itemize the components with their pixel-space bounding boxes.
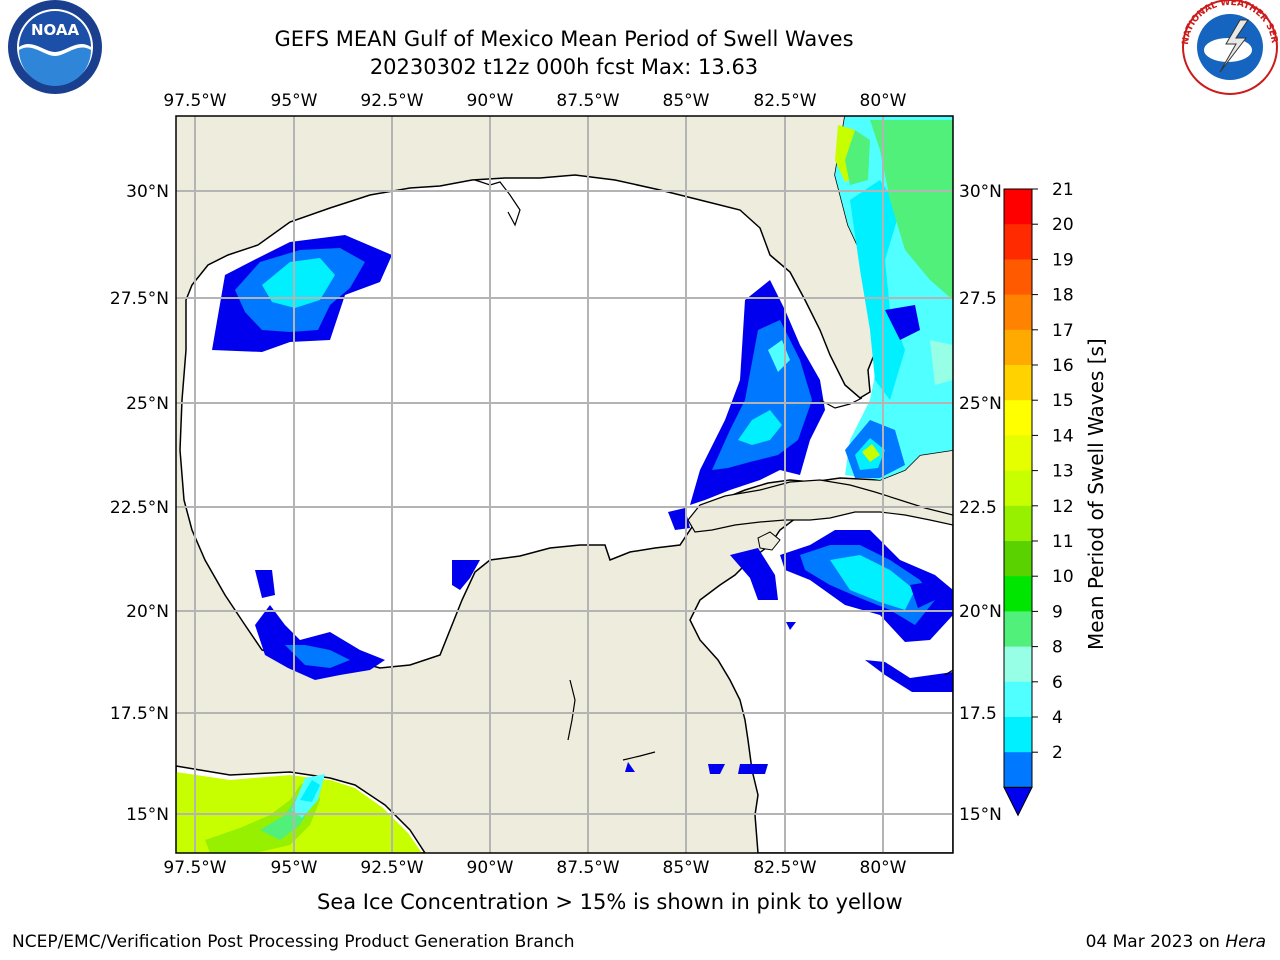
footer-host: Hera xyxy=(1225,932,1266,952)
colorbar-segment xyxy=(1004,400,1032,436)
lat-label-left: 27.5°N xyxy=(110,289,169,309)
colorbar-segment xyxy=(1004,681,1032,718)
lon-label-top: 85°W xyxy=(663,91,710,111)
colorbar-segment xyxy=(1004,294,1032,331)
sea-ice-note: Sea Ice Concentration > 15% is shown in … xyxy=(317,890,903,914)
colorbar-extend-arrow xyxy=(1003,786,1033,817)
colorbar-tick-label: 15 xyxy=(1052,391,1074,411)
colorbar-segment xyxy=(1004,329,1032,366)
lon-label-bottom: 80°W xyxy=(860,858,907,878)
chart-subtitle: 20230302 t12z 000h fcst Max: 13.63 xyxy=(369,55,759,79)
lat-label-right: 27.5 xyxy=(959,289,997,309)
colorbar-tick-label: 18 xyxy=(1052,286,1074,306)
footer-timestamp: 04 Mar 2023 on Hera xyxy=(1086,932,1266,952)
colorbar-tick-label: 2 xyxy=(1052,743,1063,763)
colorbar-segment xyxy=(1004,752,1032,788)
colorbar xyxy=(1003,188,1033,817)
lon-label-top: 87.5°W xyxy=(556,91,619,111)
lat-label-left: 20°N xyxy=(126,602,169,622)
lat-label-left: 15°N xyxy=(126,805,169,825)
lon-label-top: 80°W xyxy=(860,91,907,111)
lat-label-left: 30°N xyxy=(126,182,169,202)
colorbar-tick-label: 11 xyxy=(1052,532,1074,552)
colorbar-tick-label: 4 xyxy=(1052,708,1063,728)
colorbar-segment xyxy=(1004,435,1032,472)
lat-label-right: 25°N xyxy=(959,394,1002,414)
colorbar-tick-label: 20 xyxy=(1052,215,1074,235)
colorbar-tick-label: 17 xyxy=(1052,321,1074,341)
lon-label-bottom: 87.5°W xyxy=(556,858,619,878)
lon-label-bottom: 82.5°W xyxy=(753,858,816,878)
swell-period-contours xyxy=(176,116,953,853)
colorbar-segment xyxy=(1004,470,1032,507)
colorbar-title: Mean Period of Swell Waves [s] xyxy=(1084,338,1108,650)
lon-label-top: 95°W xyxy=(271,91,318,111)
colorbar-segment xyxy=(1004,611,1032,648)
lon-label-bottom: 97.5°W xyxy=(163,858,226,878)
lat-label-right: 30°N xyxy=(959,182,1002,202)
lat-label-left: 22.5°N xyxy=(110,498,169,518)
colorbar-frame xyxy=(1003,188,1033,788)
colorbar-tick-label: 19 xyxy=(1052,250,1074,270)
noaa-logo: NOAA xyxy=(8,0,102,94)
colorbar-segment xyxy=(1004,576,1032,612)
colorbar-tick-label: 9 xyxy=(1052,602,1063,622)
lat-label-right: 22.5 xyxy=(959,498,997,518)
lat-label-left: 25°N xyxy=(126,394,169,414)
colorbar-labels: 21 20 19 18 17 16 15 14 13 12 11 10 9 8 6 4 2 xyxy=(1032,180,1074,763)
colorbar-segment xyxy=(1004,717,1032,753)
lat-label-right: 15°N xyxy=(959,805,1002,825)
colorbar-tick-label: 8 xyxy=(1052,638,1063,658)
colorbar-tick-label: 16 xyxy=(1052,356,1074,376)
colorbar-segment xyxy=(1004,541,1032,577)
svg-text:NATIONAL WEATHER SERVICE: NATIONAL WEATHER SERVICE xyxy=(0,0,1279,45)
lon-label-bottom: 92.5°W xyxy=(360,858,423,878)
isla-juventud xyxy=(757,531,781,551)
lat-label-left: 17.5°N xyxy=(110,704,169,724)
colorbar-tick-label: 6 xyxy=(1052,673,1063,693)
lon-label-top: 92.5°W xyxy=(360,91,423,111)
colorbar-segment xyxy=(1004,259,1032,296)
lon-label-bottom: 95°W xyxy=(271,858,318,878)
nws-logo: NATIONAL WEATHER SERVICE xyxy=(0,0,1279,95)
lon-label-top: 97.5°W xyxy=(163,91,226,111)
colorbar-segment xyxy=(1004,505,1032,542)
nws-logo-text: NATIONAL WEATHER SERVICE xyxy=(0,0,1279,45)
colorbar-segment xyxy=(1004,646,1032,683)
lon-label-bottom: 85°W xyxy=(663,858,710,878)
noaa-logo-text: NOAA xyxy=(31,21,80,39)
colorbar-segment xyxy=(1004,224,1032,260)
lat-label-right: 17.5 xyxy=(959,704,997,724)
map-frame xyxy=(175,115,954,854)
colorbar-tick-label: 13 xyxy=(1052,462,1074,482)
footer-date: 04 Mar 2023 on xyxy=(1085,932,1220,952)
colorbar-tick-label: 12 xyxy=(1052,497,1074,517)
lat-label-right: 20°N xyxy=(959,602,1002,622)
colorbar-tick-label: 14 xyxy=(1052,426,1074,446)
colorbar-tick-label: 10 xyxy=(1052,567,1074,587)
graticule xyxy=(176,116,953,853)
colorbar-segment xyxy=(1004,189,1032,225)
lon-label-top: 82.5°W xyxy=(753,91,816,111)
lon-label-bottom: 90°W xyxy=(467,858,514,878)
lon-label-top: 90°W xyxy=(467,91,514,111)
colorbar-segment xyxy=(1004,365,1032,401)
chart-title: GEFS MEAN Gulf of Mexico Mean Period of … xyxy=(274,27,854,51)
footer-credit: NCEP/EMC/Verification Post Processing Pr… xyxy=(12,932,575,952)
colorbar-tick-label: 21 xyxy=(1052,180,1074,200)
